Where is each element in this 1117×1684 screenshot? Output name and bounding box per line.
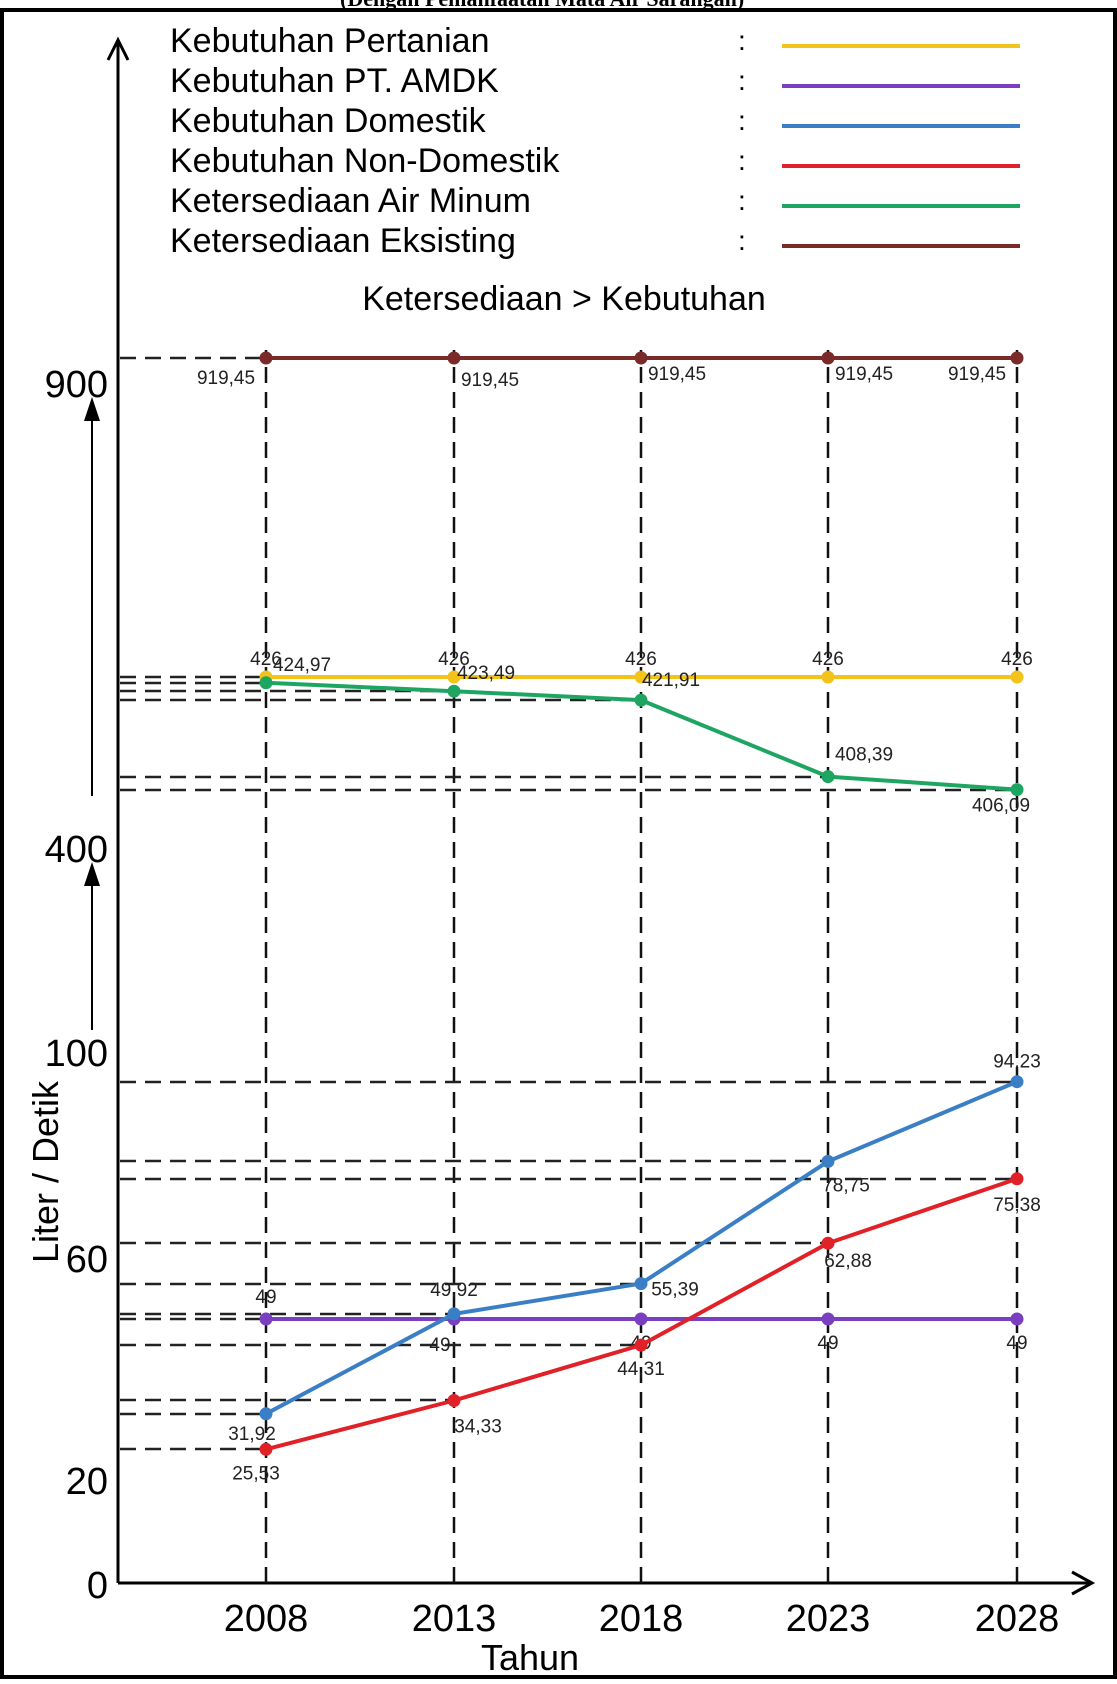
data-label: 55,39 [651, 1280, 699, 1301]
data-point [821, 351, 835, 365]
data-point [821, 1236, 835, 1250]
data-point [821, 1312, 835, 1326]
data-point [447, 351, 461, 365]
y-axis-arrowhead [106, 36, 130, 61]
data-label: 49,92 [430, 1280, 478, 1301]
y-tick-label: 60 [66, 1239, 108, 1281]
data-point [259, 1312, 273, 1326]
legend-separator: : [738, 65, 746, 96]
data-label: 44,31 [617, 1359, 665, 1380]
data-label: 426 [1001, 649, 1033, 670]
legend-label: Kebutuhan Pertanian [170, 22, 489, 60]
y-tick-label: 0 [87, 1565, 108, 1607]
legend-separator: : [738, 25, 746, 56]
data-point [1010, 1075, 1024, 1089]
data-label: 919,45 [197, 368, 255, 389]
legend-label: Ketersediaan Eksisting [170, 222, 516, 260]
data-label: 421,91 [642, 670, 700, 691]
x-tick-label: 2008 [224, 1598, 309, 1640]
legend-separator: : [738, 105, 746, 136]
x-tick-label: 2018 [599, 1598, 684, 1640]
data-point [634, 1312, 648, 1326]
data-label: 426 [625, 649, 657, 670]
legend-label: Kebutuhan PT. AMDK [170, 62, 499, 100]
legend-separator: : [738, 185, 746, 216]
data-point [821, 770, 835, 784]
data-label: 408,39 [835, 745, 893, 766]
data-label: 919,45 [461, 370, 519, 391]
data-point [259, 1442, 273, 1456]
y-tick-label: 20 [66, 1461, 108, 1503]
data-label: 423,49 [457, 663, 515, 684]
y-tick-label: 900 [45, 364, 108, 406]
data-label: 426 [438, 649, 470, 670]
data-label: 426 [250, 649, 282, 670]
y-tick-label: 400 [45, 829, 108, 871]
data-point [1010, 1172, 1024, 1186]
data-point [447, 670, 461, 684]
data-label: 75,38 [993, 1195, 1041, 1216]
legend-separator: : [738, 225, 746, 256]
data-point [1010, 783, 1024, 797]
data-point [1010, 1312, 1024, 1326]
data-point [1010, 670, 1024, 684]
data-label: 406,09 [972, 796, 1030, 817]
data-point [634, 670, 648, 684]
data-label: 49 [1006, 1333, 1027, 1354]
data-point [634, 1338, 648, 1352]
data-label: 94,23 [993, 1052, 1041, 1073]
data-label: 49 [817, 1333, 838, 1354]
data-point [447, 684, 461, 698]
figure-caption: (Dengan Pemanfaatan Mata Air Sarangan) [340, 0, 744, 10]
data-label: 31,92 [228, 1424, 276, 1445]
data-label: 919,45 [948, 364, 1006, 385]
data-point [634, 351, 648, 365]
y-tick-label: 100 [45, 1033, 108, 1075]
caption-strip: (Dengan Pemanfaatan Mata Air Sarangan) [0, 0, 1117, 10]
data-point [821, 1154, 835, 1168]
data-label: 426 [812, 649, 844, 670]
data-point [1010, 351, 1024, 365]
data-label: 49 [429, 1335, 450, 1356]
data-point [259, 1407, 273, 1421]
x-tick-label: 2023 [786, 1598, 871, 1640]
outer-frame [0, 8, 1117, 1679]
data-label: 78,75 [822, 1175, 870, 1196]
legend-separator: : [738, 145, 746, 176]
scale-break-arrowhead-1 [84, 862, 100, 886]
legend-label: Ketersediaan Air Minum [170, 182, 531, 220]
data-point [447, 1394, 461, 1407]
data-label: 34,33 [454, 1416, 502, 1437]
x-axis-arrowhead [1071, 1570, 1096, 1596]
data-point [259, 676, 273, 690]
data-point [634, 1277, 648, 1291]
scale-break-arrowhead-2 [84, 397, 100, 421]
x-axis-title: Tahun [481, 1637, 579, 1678]
data-label: 25,53 [232, 1463, 280, 1484]
data-label: 424,97 [273, 655, 331, 676]
data-point [447, 1307, 461, 1321]
legend-label: Kebutuhan Domestik [170, 102, 487, 140]
data-label: 919,45 [648, 364, 706, 385]
data-point [634, 693, 648, 707]
y-axis-title: Liter / Detik [25, 1080, 66, 1263]
data-point [821, 670, 835, 684]
x-tick-label: 2028 [975, 1598, 1060, 1640]
data-label: 919,45 [835, 364, 893, 385]
legend-label: Kebutuhan Non-Domestik [170, 142, 560, 180]
chart-subtitle: Ketersediaan > Kebutuhan [362, 280, 766, 318]
x-tick-label: 2013 [412, 1598, 497, 1640]
data-label: 49 [255, 1287, 276, 1308]
data-label: 62,88 [824, 1251, 872, 1272]
data-point [259, 351, 273, 365]
